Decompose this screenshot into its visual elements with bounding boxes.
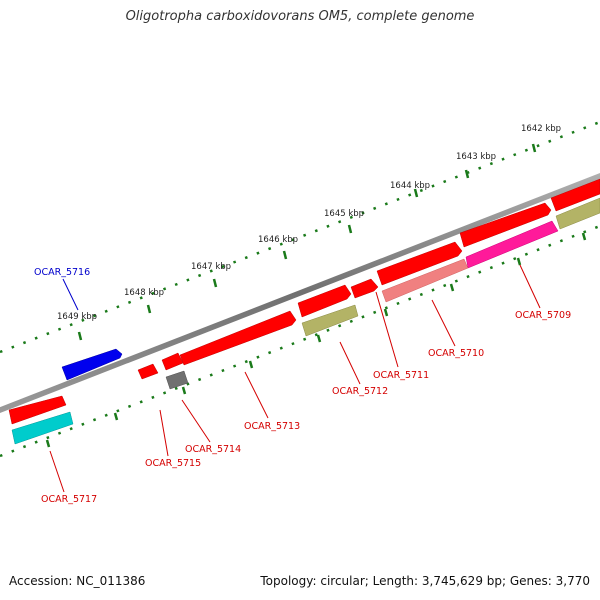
inner-major-ticks [45,232,587,448]
kbp-label: 1645 kbp [324,209,364,219]
gene-OCAR_5710[interactable] [381,258,469,303]
gene-label-OCAR_5713[interactable]: OCAR_5713 [244,421,300,432]
topology-text: Topology: circular; Length: 3,745,629 bp… [260,574,590,588]
label-leaders [49,264,541,493]
accession-text: Accession: NC_011386 [9,574,146,588]
kbp-label: 1642 kbp [521,124,561,134]
gene-arrow-forward[interactable] [137,363,159,380]
kbp-labels: 1642 kbp 1643 kbp 1644 kbp 1645 kbp 1646… [57,124,561,322]
gene-arrow-forward[interactable] [376,241,463,286]
kbp-label: 1643 kbp [456,152,496,162]
gene-arrow-forward[interactable] [550,178,600,212]
gene-label-OCAR_5716[interactable]: OCAR_5716 [34,267,90,278]
gene-arrow-forward[interactable] [350,278,379,299]
gene-label-OCAR_5710[interactable]: OCAR_5710 [428,348,484,359]
gene-arrow-forward[interactable] [297,284,352,318]
gene-OCAR_5709[interactable] [465,220,559,269]
gene-OCAR_5714[interactable] [165,370,189,390]
kbp-label: 1649 kbp [57,312,97,322]
kbp-label: 1648 kbp [124,288,164,298]
gene-label-OCAR_5709[interactable]: OCAR_5709 [515,310,571,321]
gene-features [11,197,600,445]
gene-arrow-forward[interactable] [459,202,552,248]
kbp-label: 1646 kbp [258,235,298,245]
outer-major-ticks [77,143,537,341]
map-title: Oligotropha carboxidovorans OM5, complet… [125,9,475,24]
gene-label-OCAR_5712[interactable]: OCAR_5712 [332,386,388,397]
gene-labels: OCAR_5709 OCAR_5710 OCAR_5711 OCAR_5712 … [34,267,571,505]
gene-OCAR_5712[interactable] [301,304,359,337]
genome-backbone [0,172,600,414]
gene-label-OCAR_5711[interactable]: OCAR_5711 [373,370,429,381]
gene-label-OCAR_5715[interactable]: OCAR_5715 [145,458,201,469]
forward-genes [8,178,600,425]
gene-OCAR_5716[interactable] [61,348,123,381]
gene-label-OCAR_5714[interactable]: OCAR_5714 [185,444,241,455]
gene-label-OCAR_5717[interactable]: OCAR_5717 [41,494,97,505]
kbp-label: 1647 kbp [191,262,231,272]
gene-OCAR_5709-continued[interactable] [555,197,600,230]
gene-arrow-forward[interactable] [161,352,184,371]
gene-arrow-forward[interactable] [8,395,67,425]
kbp-label: 1644 kbp [390,181,430,191]
gene-arrow-forward[interactable] [179,310,297,366]
gene-OCAR_5717[interactable] [11,411,74,445]
